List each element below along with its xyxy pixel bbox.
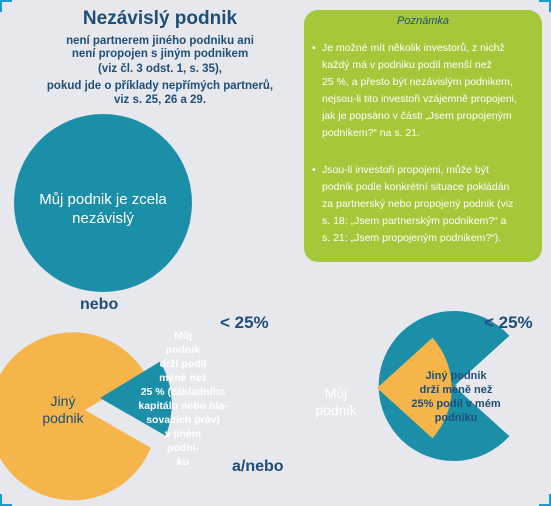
note-bullet-2-line: s. 21: „Jsem propojeným podnikem?“).: [322, 232, 502, 244]
subtitle-line-1: není partnerem jiného podniku ani: [66, 35, 254, 47]
bullet-icon: •: [312, 164, 316, 176]
corner-mark-top-right: [539, 0, 551, 12]
right-slice-line: drží méně než: [419, 384, 493, 396]
subtitle-line-4: pokud jde o příklady nepřímých partnerů,: [46, 80, 274, 92]
left-slice-line: 25 % (základního: [140, 386, 226, 398]
left-slice-line: Můj: [173, 330, 193, 342]
my-company-label-line: podnik: [315, 402, 357, 418]
note-bullet-1-line: 25 %, a přesto být nezávislým podnikem,: [322, 76, 513, 88]
other-company-slice: [377, 337, 452, 439]
subtitle-line-5: viz s. 25, 26 a 29.: [113, 94, 207, 106]
note-bullet-1-line: každý má v podniku podíl menší než: [322, 59, 492, 71]
corner-mark-top-left: [0, 0, 12, 12]
left-slice-line: sovacích práv): [146, 414, 220, 426]
note-bullet-2-line: podnik podle konkrétní situace pokládán: [322, 181, 510, 193]
and-or-label: a/nebo: [232, 458, 284, 475]
less-than-25-label-right: < 25%: [484, 313, 533, 332]
other-company-label: Jiný podnik: [28, 393, 98, 427]
left-slice-line: drží podíl: [159, 358, 207, 370]
note-bullet-2-line: Jsou-li investoři propojeni, může být: [322, 164, 489, 176]
other-company-pie: [0, 332, 151, 501]
my-company-slice: [100, 361, 172, 436]
circle1-label-line: nezávislý: [72, 210, 134, 227]
note-bullet-1-line: podnikem?“ na s. 21.: [322, 127, 421, 139]
left-slice-line: v jiném: [164, 428, 202, 440]
right-slice-line: Jiný podnik: [425, 370, 487, 382]
note-bullet-1-line: Je možné mít několik investorů, z nichž: [322, 42, 505, 54]
corner-mark-bottom-left: [0, 494, 12, 506]
circle1-label-line: Můj podnik je zcela: [39, 191, 167, 208]
other-company-label-line: Jiný: [50, 393, 76, 409]
bullet-icon: •: [312, 42, 316, 54]
left-slice-line: méně než: [159, 372, 207, 384]
corner-mark-bottom-right: [539, 494, 551, 506]
left-slice-label: Můj podnik drží podíl méně než 25 % (zák…: [130, 329, 236, 469]
note-bullet-2: • Jsou-li investoři propojeni, může být …: [312, 162, 532, 247]
subtitle-line-3: (viz čl. 3 odst. 1, s. 35),: [98, 63, 222, 75]
subtitle-line-2: není propojen s jiným podnikem: [71, 48, 249, 60]
note-bullet-2-line: za partnerský nebo propojený podnik (viz: [322, 198, 514, 210]
my-company-label: Můj podnik: [300, 385, 372, 419]
note-bullet-2-line: s. 18: „Jsem partnerským podnikem?“ a: [322, 215, 507, 227]
note-bullet-1: • Je možné mít několik investorů, z nich…: [312, 40, 532, 142]
page-title: Nezávislý podnik: [82, 8, 238, 29]
note-title: Poznámka: [397, 15, 449, 27]
circle1-label: Můj podnik je zcela nezávislý: [20, 190, 186, 228]
left-slice-line: podni-: [166, 442, 200, 454]
other-company-label-line: podnik: [42, 410, 84, 426]
note-bullet-1-line: jak je popsáno v části „Jsem propojeným: [322, 110, 512, 122]
left-slice-line: ku: [176, 456, 190, 468]
less-than-25-label-left: < 25%: [220, 313, 269, 332]
right-slice-label: Jiný podnik drží méně než 25% podíl v mé…: [400, 369, 512, 425]
left-slice-line: kapitálu nebo hla-: [138, 400, 228, 412]
or-label: nebo: [80, 296, 119, 313]
note-bullet-1-line: nejsou-li tito investoři vzájemně propoj…: [322, 93, 517, 105]
independent-circle: [14, 114, 192, 292]
note-box: Poznámka • Je možné mít několik investor…: [304, 10, 542, 262]
right-slice-line: 25% podíl v mém: [411, 398, 501, 410]
left-slice-line: podnik: [165, 344, 201, 356]
right-slice-line: podniku: [434, 412, 478, 424]
my-company-label-line: Můj: [324, 385, 348, 401]
